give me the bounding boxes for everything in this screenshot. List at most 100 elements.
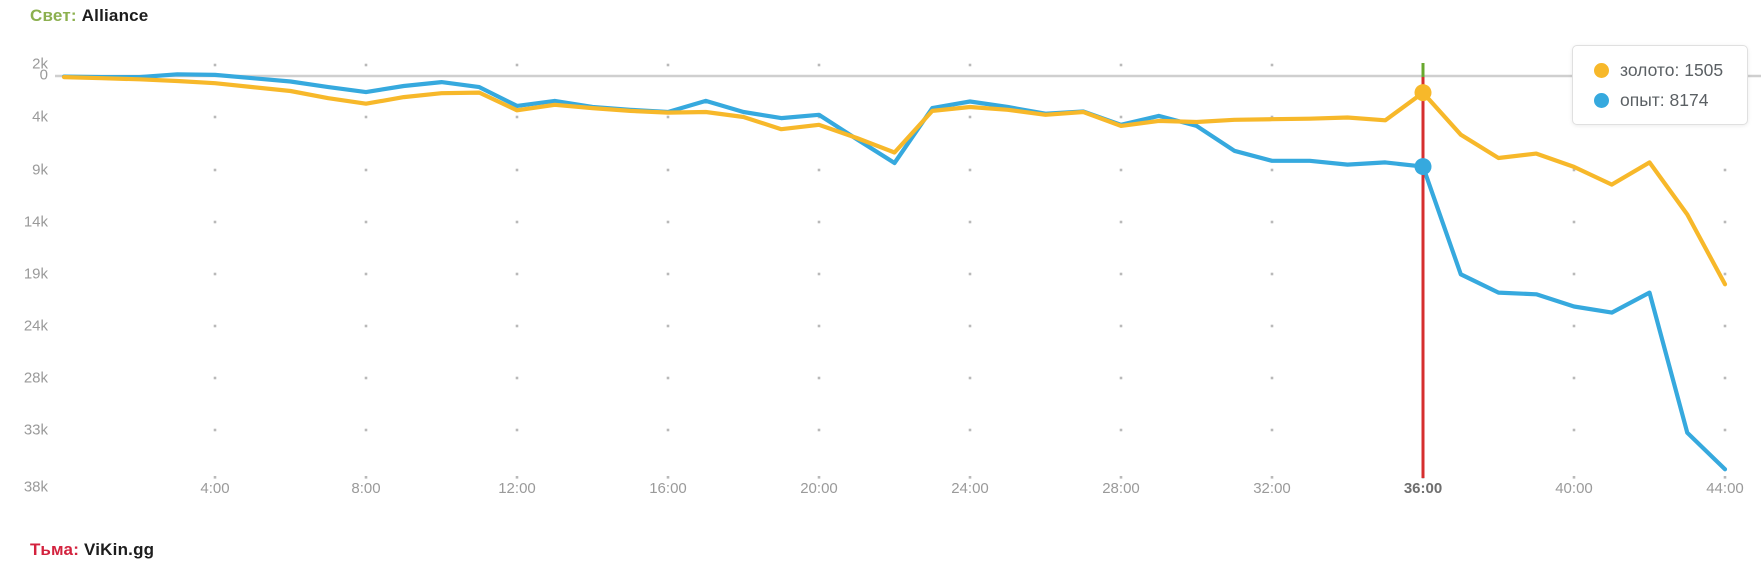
hover-tooltip: золото: 1505 опыт: 8174 <box>1572 45 1748 125</box>
xp-line <box>61 72 1728 472</box>
y-tick-label: 19k <box>24 266 49 283</box>
gold-dot-icon <box>1594 62 1609 78</box>
grid-dot <box>1270 376 1274 380</box>
light-team-label: Свет: <box>30 6 77 25</box>
grid-dot <box>1270 220 1274 224</box>
grid-dot <box>364 324 368 328</box>
y-tick-label: 0 <box>40 67 48 84</box>
grid-dot <box>666 115 670 119</box>
grid-dot <box>666 272 670 276</box>
grid-dot <box>817 324 821 328</box>
grid-dot <box>364 168 368 172</box>
grid-dot <box>1270 168 1274 172</box>
grid-dot <box>968 115 972 119</box>
grid-dot <box>213 220 217 224</box>
grid-dot <box>817 63 821 67</box>
grid-dot <box>515 272 519 276</box>
grid-dot <box>1119 63 1123 67</box>
x-tick-label: 36:00 <box>1404 480 1442 497</box>
grid-dot <box>515 324 519 328</box>
grid-dot <box>1572 376 1576 380</box>
gold-line <box>61 74 1728 287</box>
grid-dot <box>1572 428 1576 432</box>
y-tick-label: 33k <box>24 422 49 439</box>
grid-dot <box>968 220 972 224</box>
x-axis-tick-dot <box>817 476 821 479</box>
grid-dot <box>515 168 519 172</box>
y-tick-label: 14k <box>24 214 49 231</box>
x-axis-tick-dot <box>515 476 519 479</box>
grid-dot <box>1119 168 1123 172</box>
light-team-title: Свет: Alliance <box>30 6 148 26</box>
x-axis-tick-dot <box>1119 476 1123 479</box>
x-tick-label: 16:00 <box>649 480 687 497</box>
grid-dot <box>1119 376 1123 380</box>
grid-dot <box>213 376 217 380</box>
x-tick-label: 4:00 <box>200 480 229 497</box>
x-tick-label: 20:00 <box>800 480 838 497</box>
x-axis-tick-dot <box>1572 476 1576 479</box>
x-axis-tick-dot <box>213 476 217 479</box>
grid-dot <box>666 168 670 172</box>
light-team-name: Alliance <box>81 6 149 25</box>
grid-dot <box>817 168 821 172</box>
x-tick-label: 8:00 <box>351 480 380 497</box>
legend-item-gold: золото: 1505 <box>1594 60 1747 81</box>
y-tick-label: 38k <box>24 479 49 496</box>
grid-dot <box>515 376 519 380</box>
grid-dot <box>968 428 972 432</box>
grid-dot <box>666 63 670 67</box>
x-tick-label: 28:00 <box>1102 480 1140 497</box>
grid-dot <box>666 220 670 224</box>
grid-dot <box>1119 324 1123 328</box>
x-tick-label: 32:00 <box>1253 480 1291 497</box>
grid-dot <box>817 428 821 432</box>
grid-dot <box>1723 376 1727 380</box>
grid-dot <box>515 115 519 119</box>
grid-dot <box>364 220 368 224</box>
xp-hover-marker <box>1414 158 1432 176</box>
x-tick-label: 12:00 <box>498 480 536 497</box>
x-axis-tick-dot <box>364 476 368 479</box>
grid-dot <box>213 272 217 276</box>
grid-dot <box>1270 63 1274 67</box>
xp-value-label: опыт: 8174 <box>1620 89 1709 110</box>
grid-dot <box>213 428 217 432</box>
grid-dot <box>968 376 972 380</box>
grid-dot <box>1270 115 1274 119</box>
grid-dot <box>1572 272 1576 276</box>
x-tick-label: 40:00 <box>1555 480 1593 497</box>
grid-dot <box>1723 220 1727 224</box>
dark-team-title: Тьма: ViKin.gg <box>30 540 154 560</box>
x-tick-label: 44:00 <box>1706 480 1744 497</box>
legend-item-xp: опыт: 8174 <box>1594 90 1747 111</box>
grid-dot <box>1270 272 1274 276</box>
grid-dot <box>1723 272 1727 276</box>
grid-dot <box>817 376 821 380</box>
grid-dot <box>515 220 519 224</box>
grid-dot <box>1119 115 1123 119</box>
grid-dot <box>968 168 972 172</box>
grid-dot <box>968 272 972 276</box>
dark-team-name: ViKin.gg <box>84 540 155 559</box>
x-axis-tick-dot <box>968 476 972 479</box>
grid-dot <box>1270 324 1274 328</box>
xp-dot-icon <box>1594 92 1609 108</box>
y-tick-label: 24k <box>24 318 49 335</box>
grid-dot <box>213 115 217 119</box>
x-axis-tick-dot <box>1723 476 1727 479</box>
grid-dot <box>968 63 972 67</box>
grid-dot <box>1723 428 1727 432</box>
grid-dot <box>364 63 368 67</box>
grid-dot <box>1723 168 1727 172</box>
grid-dot <box>364 272 368 276</box>
grid-dot <box>1119 272 1123 276</box>
grid-dot <box>666 428 670 432</box>
grid-dot <box>364 428 368 432</box>
y-tick-label: 4k <box>32 109 48 126</box>
grid-dot <box>1723 324 1727 328</box>
grid-dot <box>666 324 670 328</box>
grid-dot <box>364 376 368 380</box>
